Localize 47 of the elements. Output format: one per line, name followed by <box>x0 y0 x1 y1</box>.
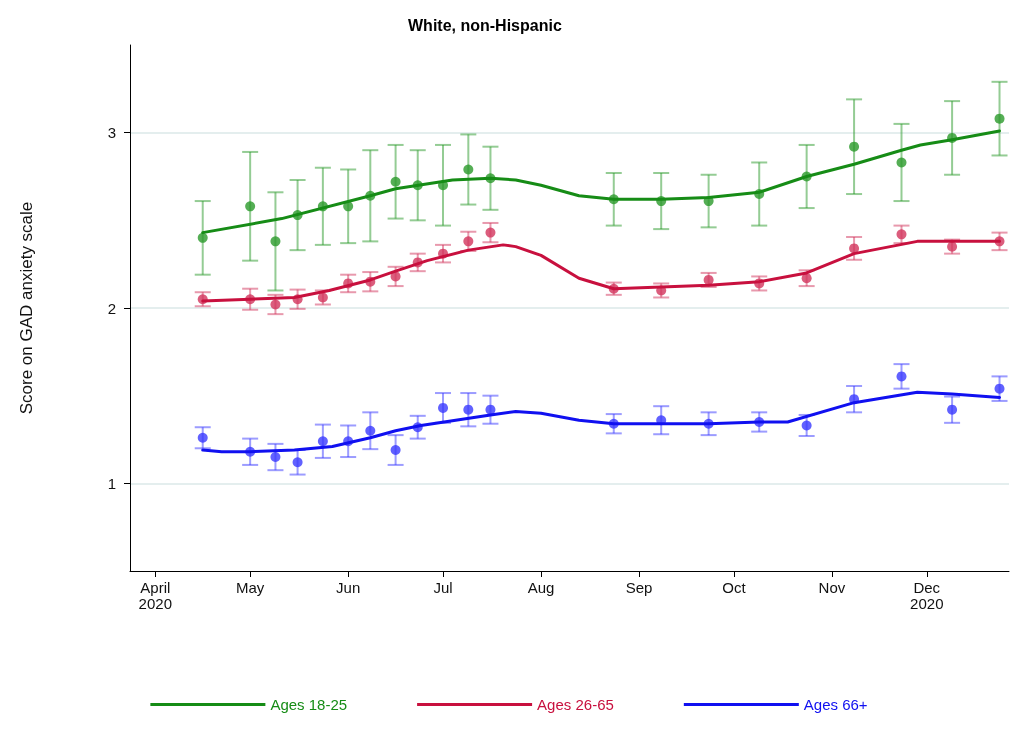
y-tick-label: 3 <box>107 124 116 142</box>
x-tick-label: Oct <box>722 578 747 596</box>
x-tick-label: April 2020 <box>138 578 172 612</box>
point <box>390 445 401 456</box>
point <box>896 229 907 240</box>
x-tick-label: Sep <box>625 578 653 596</box>
point <box>703 274 714 285</box>
text: Ages 26-65 <box>537 696 614 713</box>
x-tick-label: Dec 2020 <box>910 578 944 612</box>
point <box>197 432 208 443</box>
point <box>270 452 281 463</box>
point <box>463 404 474 415</box>
point <box>365 425 376 436</box>
point <box>390 176 401 187</box>
y-tick-label: 1 <box>107 474 116 492</box>
point <box>292 457 303 468</box>
x-tick-label: May <box>235 578 265 596</box>
point <box>994 383 1005 394</box>
y-tick-label: 2 <box>107 299 116 317</box>
point <box>947 241 958 252</box>
point <box>317 292 328 303</box>
point <box>947 404 958 415</box>
point <box>896 371 907 382</box>
y-axis-title: Score on GAD anxiety scale <box>17 201 36 415</box>
x-tick-label: Nov <box>818 578 846 596</box>
chart-title: White, non-Hispanic <box>408 16 562 34</box>
point <box>270 299 281 310</box>
point <box>245 201 256 212</box>
point <box>485 404 496 415</box>
point <box>438 402 449 413</box>
point <box>896 157 907 168</box>
x-tick-label: Jul <box>433 578 453 596</box>
point <box>270 236 281 247</box>
text: Ages 18-25 <box>270 696 348 713</box>
point <box>849 243 860 254</box>
point <box>849 141 860 152</box>
point <box>197 232 208 243</box>
x-tick-label: Aug <box>527 578 555 596</box>
point <box>994 113 1005 124</box>
point <box>801 273 812 284</box>
point <box>317 436 328 447</box>
point <box>463 236 474 247</box>
point <box>801 420 812 431</box>
point <box>485 227 496 238</box>
text: Ages 66+ <box>803 696 868 713</box>
point <box>463 164 474 175</box>
x-tick-label: Jun <box>336 578 361 596</box>
